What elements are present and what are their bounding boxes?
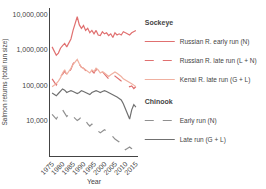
svg-text:Sockeye: Sockeye — [145, 19, 174, 27]
svg-text:1995: 1995 — [81, 160, 97, 176]
svg-text:Salmon returns (total run size: Salmon returns (total run size) — [1, 38, 9, 125]
svg-text:Kenai R. late run (G + L): Kenai R. late run (G + L) — [180, 76, 251, 84]
svg-text:2000: 2000 — [92, 160, 108, 176]
svg-text:10,000: 10,000 — [26, 117, 48, 124]
svg-text:Chinook: Chinook — [145, 98, 173, 105]
svg-text:2005: 2005 — [102, 160, 118, 176]
svg-text:Late run (G + L): Late run (G + L) — [180, 136, 226, 144]
svg-text:1,000,000: 1,000,000 — [16, 46, 47, 53]
svg-text:2015: 2015 — [123, 160, 139, 176]
svg-text:1990: 1990 — [71, 160, 87, 176]
svg-text:1985: 1985 — [60, 160, 76, 176]
svg-text:10,000,000: 10,000,000 — [13, 11, 48, 18]
svg-text:1980: 1980 — [50, 160, 66, 176]
svg-text:2010: 2010 — [113, 160, 129, 176]
svg-text:100,000: 100,000 — [22, 82, 47, 89]
svg-text:Early run (N): Early run (N) — [180, 117, 217, 125]
svg-text:Year: Year — [87, 178, 102, 185]
svg-text:1975: 1975 — [39, 160, 55, 176]
svg-text:Russian R. late run (L + N): Russian R. late run (L + N) — [180, 57, 257, 65]
svg-text:Russian R. early run (N): Russian R. early run (N) — [180, 38, 250, 46]
